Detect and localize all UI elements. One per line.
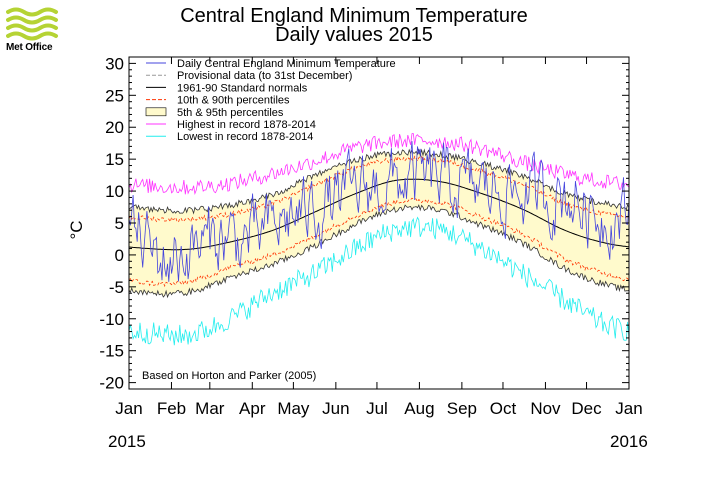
y-tick-label: -10 xyxy=(99,310,124,329)
highest-record-line xyxy=(128,133,630,195)
y-tick-label: 10 xyxy=(105,182,124,201)
x-tick-label: Aug xyxy=(404,399,434,418)
legend-label: Highest in record 1878-2014 xyxy=(177,119,316,131)
y-tick-label: 5 xyxy=(115,214,124,233)
x-tick-label: Mar xyxy=(195,399,225,418)
x-tick-label: May xyxy=(277,399,310,418)
x-tick-label: Apr xyxy=(239,399,266,418)
p90-line xyxy=(128,155,630,223)
x-tick-label: Dec xyxy=(571,399,602,418)
p95-line xyxy=(128,148,630,215)
legend-label: Daily Central England Minimum Temperatur… xyxy=(177,58,396,70)
y-tick-label: 20 xyxy=(105,118,124,137)
y-axis-label: °C xyxy=(67,220,86,239)
legend-swatch xyxy=(145,107,167,117)
x-tick-label: Sep xyxy=(447,399,477,418)
source-note: Based on Horton and Parker (2005) xyxy=(142,370,316,382)
x-tick-label: Oct xyxy=(490,399,517,418)
legend-label: Provisional data (to 31st December) xyxy=(177,70,352,82)
y-tick-label: 30 xyxy=(105,54,124,73)
y-tick-label: -5 xyxy=(109,278,124,297)
y-tick-label: 25 xyxy=(105,86,124,105)
x-tick-label: Feb xyxy=(157,399,186,418)
y-tick-label: 15 xyxy=(105,150,124,169)
y-tick-label: 0 xyxy=(115,246,124,265)
legend-label: Lowest in record 1878-2014 xyxy=(177,131,313,143)
legend-label: 10th & 90th percentiles xyxy=(177,95,290,107)
x-tick-label: Jul xyxy=(366,399,388,418)
percentile-5-95-band xyxy=(129,149,629,297)
x-tick-label: Jan xyxy=(115,399,142,418)
met-office-wave-icon xyxy=(6,7,58,41)
chart-subtitle: Daily values 2015 xyxy=(275,24,433,46)
legend-label: 1961-90 Standard normals xyxy=(177,82,308,94)
met-office-logo-text: Met Office xyxy=(6,42,53,53)
x-tick-label: Jun xyxy=(322,399,349,418)
legend-label: 5th & 95th percentiles xyxy=(177,107,284,119)
year-start-label: 2015 xyxy=(108,432,146,451)
chart-title: Central England Minimum Temperature xyxy=(180,5,528,27)
x-tick-label: Nov xyxy=(530,399,561,418)
lowest-record-line xyxy=(128,216,630,346)
p10-line xyxy=(128,197,630,288)
normal-line xyxy=(128,178,630,251)
x-tick-label: Jan xyxy=(615,399,642,418)
daily-2015-line xyxy=(128,141,630,282)
y-tick-label: -20 xyxy=(99,374,124,393)
met-office-logo xyxy=(6,6,62,62)
y-tick-label: -15 xyxy=(99,342,124,361)
year-end-label: 2016 xyxy=(610,432,648,451)
